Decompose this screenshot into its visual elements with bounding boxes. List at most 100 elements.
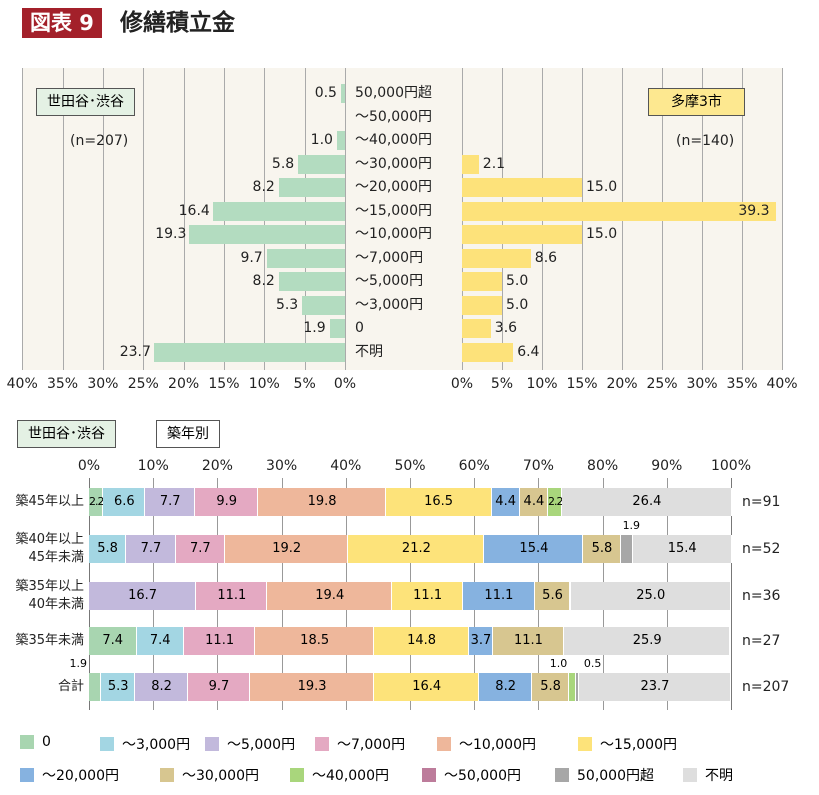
bar-segment (89, 535, 127, 563)
legend-swatch (20, 735, 34, 749)
legend-swatch (555, 768, 569, 782)
right-bar (462, 342, 514, 362)
segment-label: 5.3 (107, 679, 129, 694)
legend-item: 不明 (683, 765, 733, 785)
right-axis-tick: 20% (606, 376, 638, 392)
bar-segment (175, 535, 226, 563)
left-value-label: 5.3 (275, 296, 299, 313)
segment-label: 18.5 (300, 633, 330, 648)
segment-label: 7.4 (102, 633, 124, 648)
segment-label: 7.7 (190, 541, 211, 556)
legend-swatch (437, 737, 451, 751)
legend-swatch (160, 768, 174, 782)
right-axis-tick: 10% (526, 376, 558, 392)
segment-callout-label: 1.0 (549, 657, 568, 670)
left-axis-tick: 10% (248, 376, 280, 392)
right-bar (462, 178, 582, 197)
axis-tick: 80% (587, 458, 619, 474)
bar-segment (250, 673, 375, 701)
bar-segment (531, 673, 570, 701)
bar-segment (583, 535, 621, 563)
bar-segment (255, 627, 375, 655)
legend-swatch (20, 768, 34, 782)
legend-item: ～3,000円 (100, 734, 190, 754)
region-tag: 世田谷･渋谷 (17, 420, 116, 448)
category-label: ～40,000円 (355, 132, 432, 148)
left-n: (n=207) (70, 133, 129, 149)
segment-label: 2.2 (548, 495, 564, 508)
segment-label: 16.4 (412, 679, 442, 694)
segment-label: 5.8 (97, 541, 118, 556)
segment-label: 26.4 (632, 494, 662, 509)
segment-label: 16.7 (128, 588, 158, 603)
category-label: ～5,000円 (355, 273, 424, 289)
left-region-tag: 世田谷･渋谷 (36, 88, 135, 116)
grid-line-left (143, 68, 145, 370)
bar-segment (374, 673, 480, 701)
axis-tick: 40% (330, 458, 362, 474)
segment-label: 5.8 (591, 541, 613, 556)
bar-segment (194, 488, 259, 516)
bar-segment (562, 488, 732, 516)
axis-tick: 90% (651, 458, 683, 474)
grid-line-right (782, 68, 783, 370)
figure-badge: 図表 9 (22, 8, 102, 38)
legend-swatch (290, 768, 304, 782)
legend-item: 0 (20, 734, 51, 750)
left-value-label: 23.7 (119, 343, 151, 360)
legend-label: ～40,000円 (312, 768, 389, 784)
row-label: 築40年以上 (15, 532, 84, 547)
segment-callout-label: 1.9 (622, 519, 641, 532)
bar-segment (184, 627, 256, 655)
legend-item: ～10,000円 (437, 734, 536, 754)
right-region-tag: 多摩3市 (648, 88, 745, 116)
axis-tick: 20% (201, 458, 233, 474)
legend-label: 不明 (705, 768, 733, 784)
left-value-label: 1.0 (310, 132, 333, 148)
right-value-label: 3.6 (494, 320, 518, 336)
row-n: n=207 (742, 679, 790, 695)
segment-label: 3.7 (470, 633, 492, 648)
left-value-label: 8.2 (252, 273, 275, 289)
right-axis-tick: 0% (450, 376, 474, 392)
right-value-label: 15.0 (586, 179, 618, 195)
segment-label: 19.4 (315, 588, 345, 603)
bar-segment (135, 673, 188, 701)
row-label: 築45年以上 (15, 494, 84, 509)
left-bar (153, 342, 345, 362)
right-bar (462, 154, 479, 174)
legend-item: 50,000円超 (555, 765, 654, 785)
legend-label: 50,000円超 (577, 768, 654, 784)
segment-label: 15.4 (519, 541, 549, 556)
bar-segment (484, 535, 584, 563)
right-axis-tick: 25% (646, 376, 678, 392)
axis-tick: 0% (77, 458, 101, 474)
bar-segment (196, 582, 268, 610)
legend-label: 0 (42, 734, 51, 750)
bar-segment (570, 582, 731, 610)
segment-label: 25.9 (632, 633, 662, 648)
row-label: 築35年以上 (15, 579, 84, 594)
axis-tick: 50% (394, 458, 426, 474)
bar-segment (578, 673, 731, 701)
segment-label: 7.4 (149, 633, 171, 648)
legend-label: ～20,000円 (42, 768, 119, 784)
right-bar (462, 248, 531, 268)
left-bar (212, 201, 345, 221)
legend-item: ～20,000円 (20, 765, 119, 785)
axis-tick: 60% (458, 458, 490, 474)
left-axis-tick: 30% (87, 376, 119, 392)
right-value-label: 15.0 (586, 226, 618, 242)
bar-segment (548, 488, 563, 516)
segment-label: 7.7 (140, 541, 162, 556)
segment-label: 21.2 (401, 541, 431, 556)
segment-label: 14.8 (407, 633, 437, 648)
segment-label: 4.4 (523, 494, 545, 509)
bar-segment (374, 627, 470, 655)
butterfly-chart: 40% 0% 35% 5% 30% 10% 25% 15% 20% 20% 15% 25% 10% 30%… (7, 68, 798, 392)
left-value-label: 9.7 (240, 249, 263, 266)
grid-line-left (22, 68, 24, 370)
left-value-label: 0.5 (314, 85, 337, 101)
